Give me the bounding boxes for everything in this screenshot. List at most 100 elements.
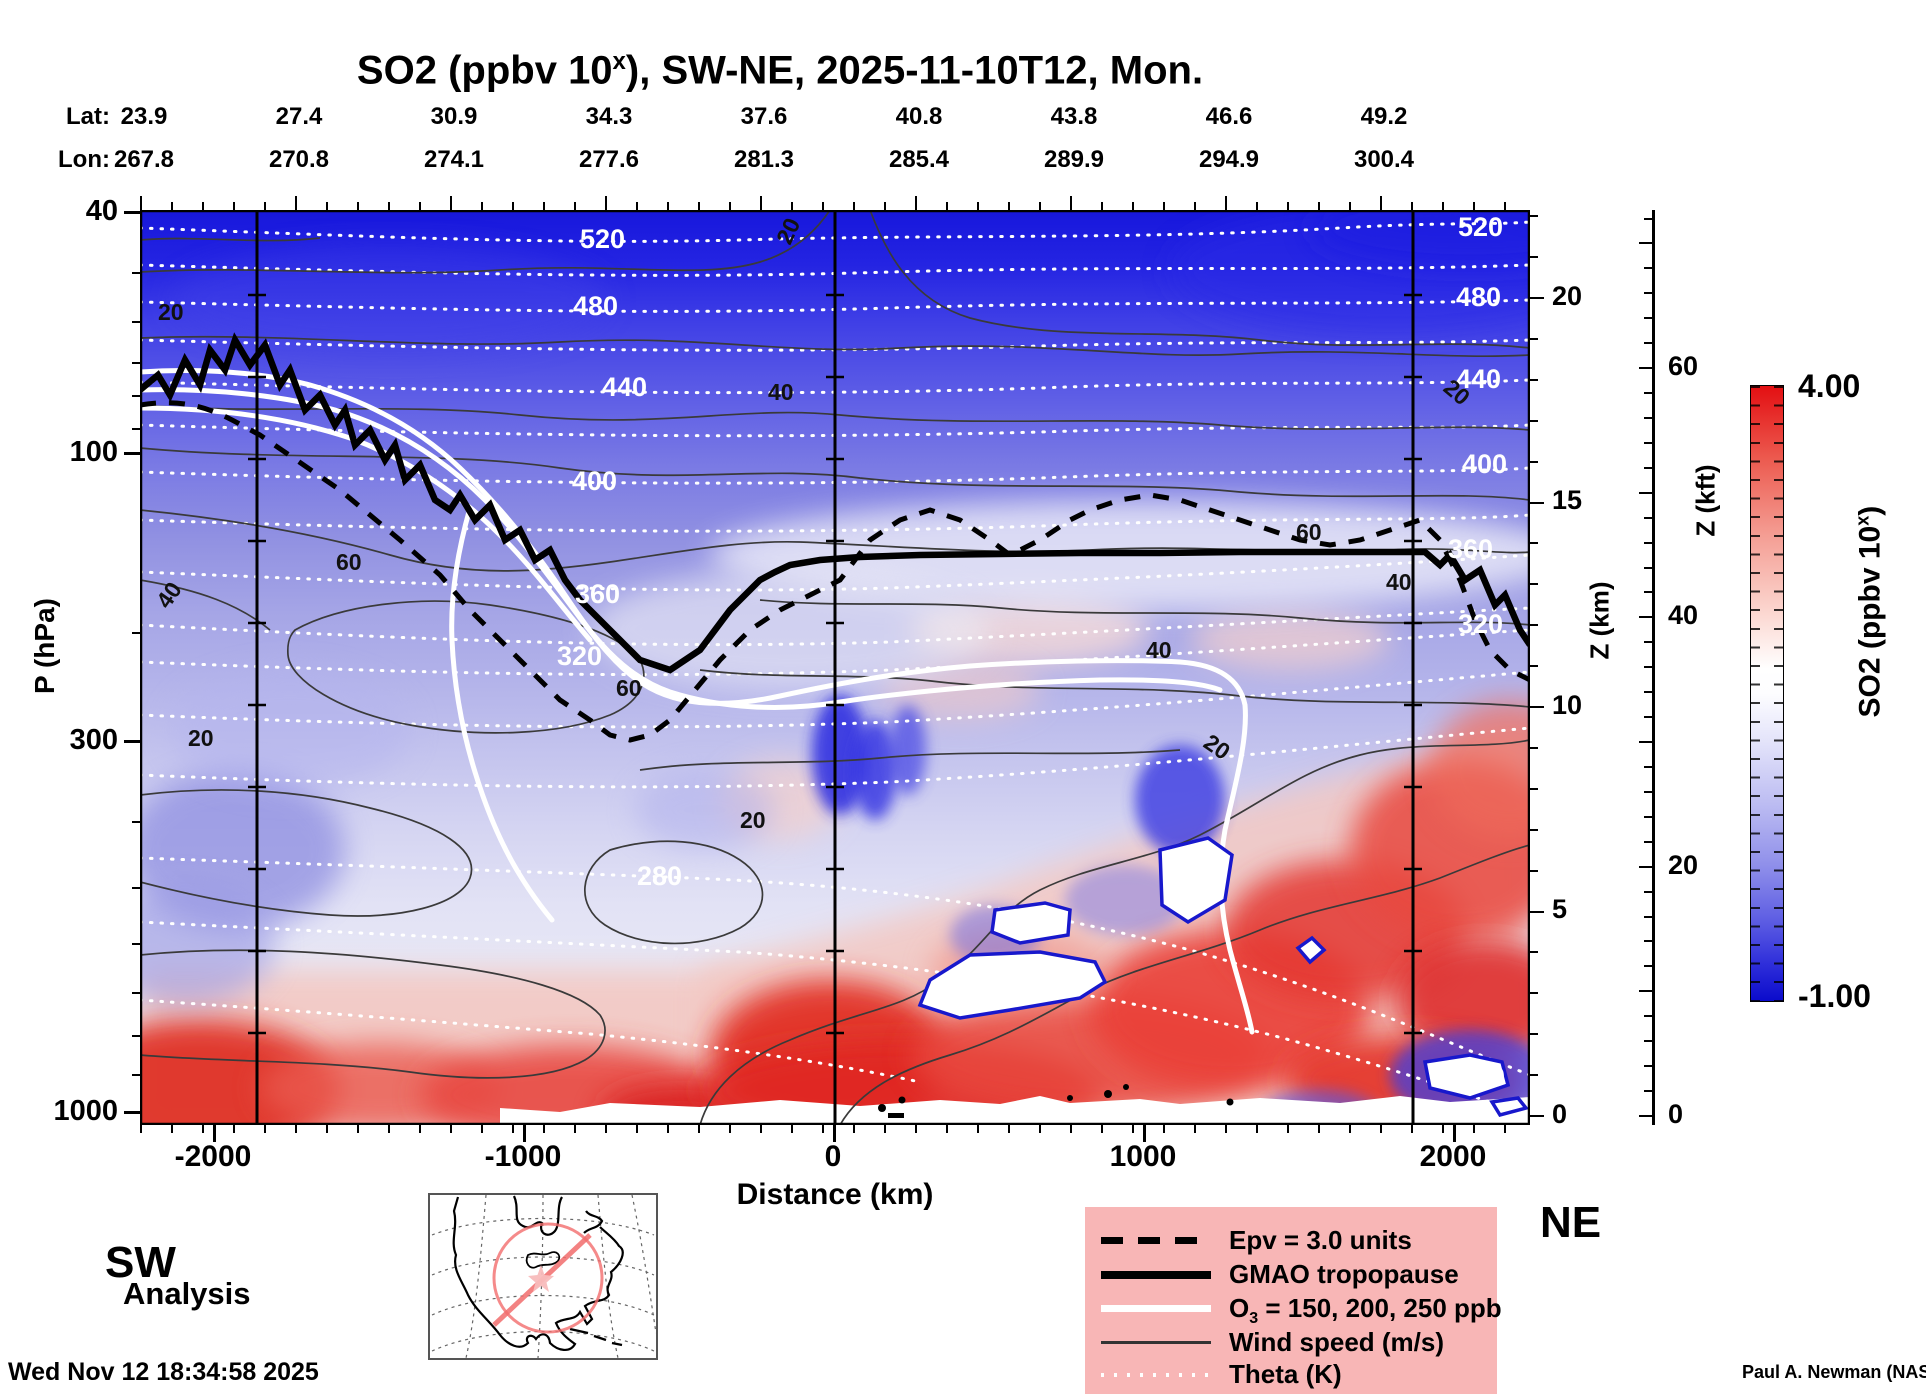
wind-speed-label: 20 — [158, 299, 184, 325]
top-axis-tick — [233, 202, 235, 210]
zkm-tick — [1530, 297, 1544, 299]
zkm-tick — [1530, 746, 1538, 749]
zkft-tick — [1644, 641, 1652, 644]
bottom-axis-tick — [1287, 1125, 1289, 1133]
top-axis-tick — [295, 196, 297, 210]
distance-tick-label: 1000 — [1109, 1140, 1177, 1173]
bottom-axis-major-tick — [213, 1125, 216, 1142]
epv-fragments — [878, 1084, 1234, 1118]
surface-mask — [500, 1096, 1530, 1125]
pressure-minor-tick — [132, 1074, 140, 1076]
top-axis-tick — [1287, 202, 1289, 210]
bottom-axis-tick — [1380, 1125, 1382, 1133]
top-axis-tick — [1101, 202, 1103, 210]
bottom-axis-tick — [388, 1125, 390, 1133]
top-axis-tick — [1504, 202, 1506, 210]
top-axis-tick — [419, 202, 421, 210]
transect-map-inset — [428, 1193, 658, 1360]
top-axis-tick — [667, 202, 669, 210]
bottom-axis-tick — [326, 1125, 328, 1133]
top-axis-tick — [450, 196, 452, 210]
zkm-tick — [1530, 665, 1538, 668]
top-axis-tick — [1132, 202, 1134, 210]
zkft-tick — [1639, 242, 1652, 245]
distance-tick-label: -2000 — [174, 1140, 252, 1173]
top-axis-tick — [202, 202, 204, 210]
theta-label: 360 — [575, 579, 620, 609]
zkm-tick — [1530, 460, 1538, 463]
top-axis-tick — [264, 202, 266, 210]
zkft-tick — [1644, 716, 1652, 719]
bottom-axis-tick — [1039, 1125, 1041, 1133]
pressure-minor-tick — [132, 992, 140, 994]
bottom-axis-tick — [853, 1125, 855, 1133]
top-axis-tick — [481, 202, 483, 210]
distance-tick-label: -1000 — [484, 1140, 562, 1173]
zkft-tick — [1644, 1040, 1652, 1043]
bottom-axis-tick — [1194, 1125, 1196, 1133]
zkm-tick-label: 5 — [1552, 894, 1568, 924]
bottom-axis-tick — [1101, 1125, 1103, 1133]
pressure-minor-tick — [132, 395, 140, 397]
bottom-axis-tick — [1163, 1125, 1165, 1133]
legend-item-tropopause: GMAO tropopause — [1101, 1259, 1491, 1289]
zkm-tick — [1530, 1074, 1538, 1077]
bottom-axis-tick — [1349, 1125, 1351, 1133]
bottom-axis-tick — [915, 1125, 917, 1133]
map-center-star — [528, 1265, 554, 1292]
bottom-axis-tick — [1008, 1125, 1010, 1133]
theta-label: 440 — [602, 372, 647, 402]
blue-outlined-patches — [917, 836, 1530, 1118]
bottom-axis-tick — [1132, 1125, 1134, 1133]
zkft-tick — [1644, 217, 1652, 220]
zkm-tick — [1530, 337, 1538, 340]
top-axis-tick — [1318, 202, 1320, 210]
wind-line-sample — [1101, 1341, 1211, 1344]
zkm-tick-label: 0 — [1552, 1099, 1568, 1129]
zkft-tick — [1644, 790, 1652, 793]
bottom-axis-tick — [1256, 1125, 1258, 1133]
map-range-circle — [492, 1222, 604, 1334]
zkm-tick — [1530, 378, 1538, 381]
zkft-tick — [1644, 890, 1652, 893]
zkm-tick — [1530, 215, 1538, 218]
bottom-axis-tick — [233, 1125, 235, 1133]
top-axis-tick — [1442, 202, 1444, 210]
wind-speed-label: 20 — [740, 807, 766, 833]
zkft-tick — [1644, 915, 1652, 918]
bottom-axis-tick — [1225, 1125, 1227, 1133]
top-axis-tick — [946, 202, 948, 210]
zkft-tick — [1644, 416, 1652, 419]
zkm-tick — [1530, 256, 1538, 259]
zkft-tick — [1644, 1090, 1652, 1093]
pressure-tick-label: 1000 — [53, 1095, 118, 1127]
bottom-axis-tick — [605, 1125, 607, 1133]
legend-item-o3: O3 = 150, 200, 250 ppb — [1101, 1293, 1502, 1327]
zkft-tick — [1644, 940, 1652, 943]
zkm-tick — [1530, 1115, 1544, 1117]
lat-value: 49.2 — [1360, 103, 1408, 130]
kft-axis-line — [1652, 210, 1655, 1125]
zkm-tick — [1530, 951, 1538, 954]
sw-endpoint-label: SW — [105, 1238, 176, 1287]
zkft-tick — [1644, 1065, 1652, 1068]
pressure-minor-tick — [132, 362, 140, 364]
pressure-tick-label: 100 — [69, 436, 118, 468]
zkm-tick — [1530, 706, 1544, 708]
bottom-axis-tick — [729, 1125, 731, 1133]
wind-speed-label: 20 — [188, 725, 214, 751]
tropopause-line — [140, 332, 1530, 674]
lat-caption: Lat: — [66, 103, 110, 130]
lat-value: 27.4 — [275, 103, 323, 130]
theta-label: 520 — [580, 224, 625, 254]
credit: Paul A. Newman (NASA — [1742, 1362, 1926, 1382]
lon-value: 300.4 — [1353, 146, 1415, 173]
lat-value: 43.8 — [1050, 103, 1098, 130]
bottom-axis-tick — [1411, 1125, 1413, 1133]
theta-label: 320 — [1458, 609, 1503, 639]
top-axis-tick — [1349, 202, 1351, 210]
zkm-tick-label: 15 — [1552, 485, 1583, 515]
zkm-tick — [1530, 1033, 1538, 1036]
colorbar-max-label: 4.00 — [1798, 368, 1861, 404]
